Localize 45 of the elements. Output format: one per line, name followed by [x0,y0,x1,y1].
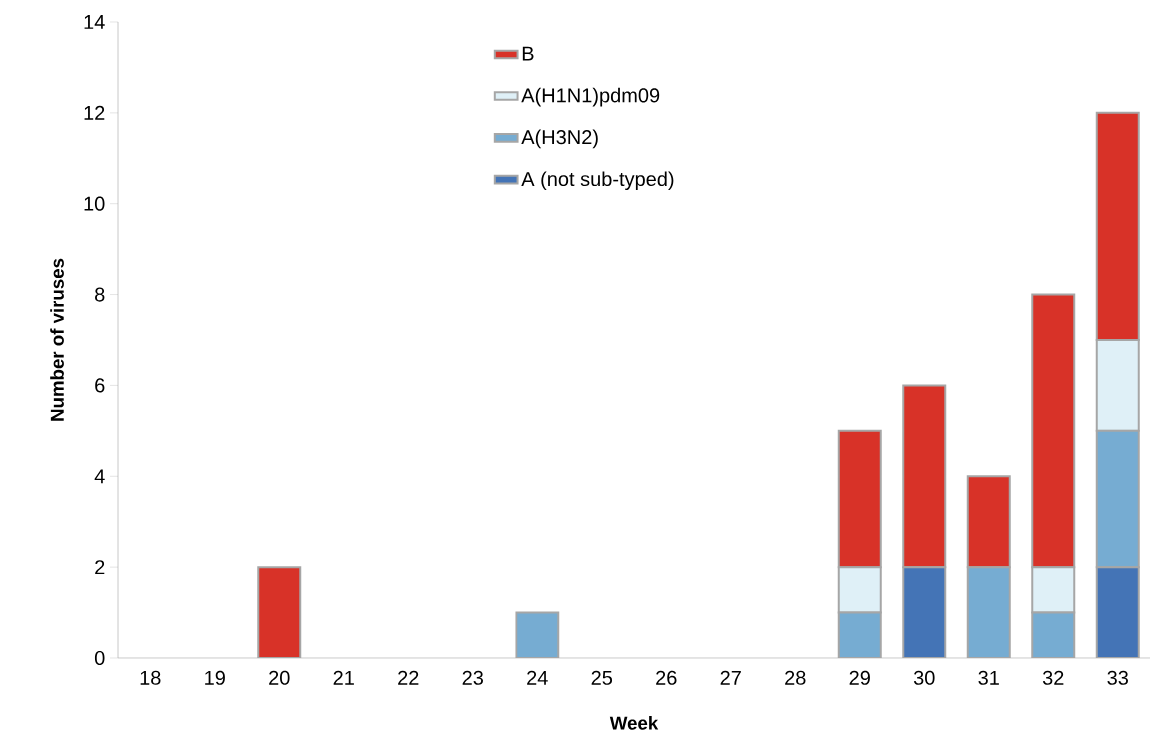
y-tick-label: 14 [84,15,105,29]
y-tick-label: 6 [95,378,105,393]
bar [1031,566,1076,614]
x-tick-label: 27 [720,670,741,685]
legend-label: A(H3N2) [521,129,598,149]
x-tick-label: 31 [978,670,999,685]
x-tick-label: 24 [527,670,548,685]
x-axis-title: Week [609,716,659,730]
x-tick-label: 29 [849,670,870,685]
bar [1095,111,1140,341]
y-tick-label: 4 [94,469,105,484]
x-tick-label: 19 [205,670,225,685]
bar [966,475,1011,569]
y-tick-label: 8 [95,287,105,302]
bar [837,429,882,569]
bar [1031,293,1076,569]
bar [966,566,1011,658]
x-tick-label: 28 [785,670,806,685]
bar [902,566,947,658]
x-tick-label: 26 [656,670,677,685]
x-tick-label: 25 [591,670,613,685]
x-tick-label: 33 [1107,670,1128,685]
bar [837,611,882,658]
x-tick-label: 32 [1042,670,1064,685]
x-tick-label: 23 [462,670,483,685]
x-tick-label: 22 [398,670,419,685]
bar [1031,611,1076,658]
bar [1095,566,1140,658]
x-tick-label: 21 [333,670,354,685]
y-tick-label: 0 [94,650,105,666]
y-tick-label: 10 [84,196,105,211]
y-tick-label: 12 [84,105,105,120]
x-tick-label: 18 [140,670,161,685]
x-tick-label: 20 [269,670,290,685]
bar [902,384,947,569]
y-tick-label: 2 [95,560,105,575]
legend-label: B [522,46,534,61]
x-tick-label: 30 [913,670,935,685]
legend-label: A(H1N1)pdm09 [521,87,660,107]
legend-label: A (not sub-typed) [521,171,674,191]
y-axis-title: Number of viruses [50,258,64,421]
bar [257,566,302,658]
bar [515,611,560,658]
bar [837,566,882,614]
bar [1095,429,1140,569]
